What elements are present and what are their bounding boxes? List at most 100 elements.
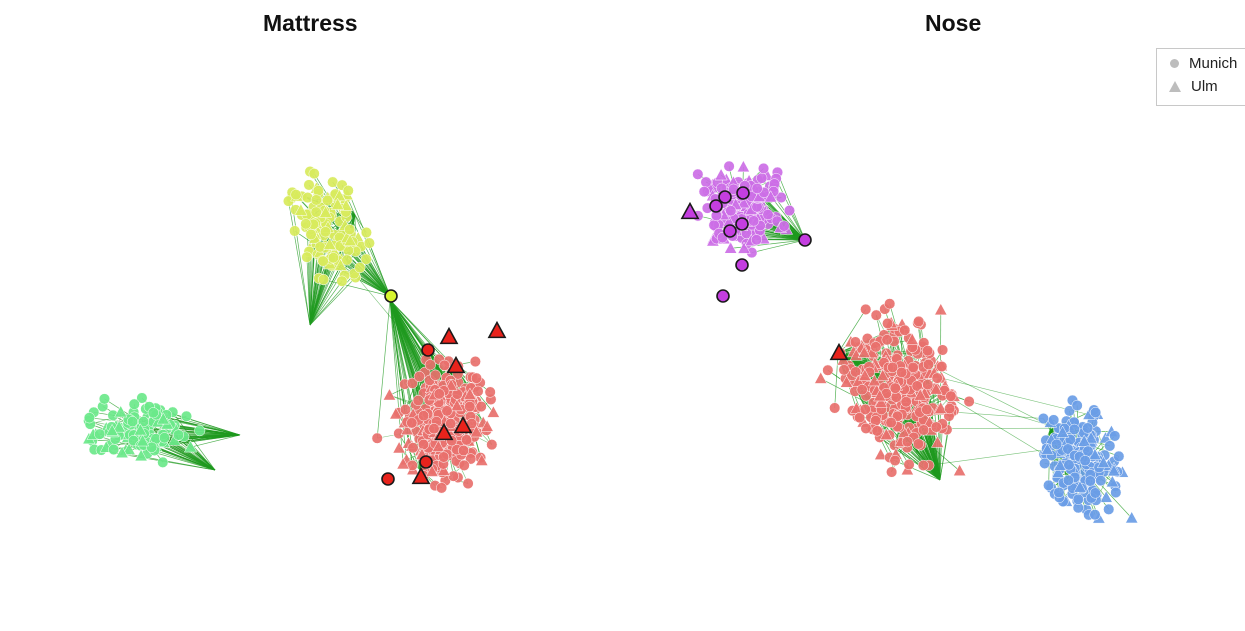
network-node bbox=[1053, 486, 1065, 499]
network-node bbox=[147, 407, 159, 419]
network-node bbox=[360, 226, 372, 239]
network-node bbox=[871, 425, 883, 437]
network-node bbox=[146, 441, 158, 453]
network-node bbox=[289, 225, 301, 237]
network-node bbox=[881, 334, 893, 346]
network-node bbox=[934, 303, 948, 316]
network-node bbox=[854, 412, 866, 424]
network-node bbox=[157, 456, 169, 468]
highlighted-node bbox=[421, 343, 435, 357]
network-node bbox=[930, 435, 945, 448]
network-node bbox=[112, 420, 126, 433]
network-node bbox=[1062, 443, 1074, 455]
network-node bbox=[737, 196, 751, 209]
network-node bbox=[399, 404, 412, 416]
highlighted-node bbox=[735, 258, 749, 272]
network-node bbox=[931, 372, 943, 384]
legend-item-munich: Munich bbox=[1169, 55, 1237, 72]
highlighted-node bbox=[411, 466, 431, 485]
network-edge bbox=[941, 377, 1090, 415]
network-node bbox=[899, 324, 911, 336]
highlighted-node bbox=[735, 217, 749, 231]
network-node bbox=[698, 186, 710, 198]
network-node bbox=[472, 385, 484, 397]
network-node bbox=[900, 396, 912, 408]
network-edge bbox=[389, 299, 414, 415]
network-node bbox=[133, 423, 147, 436]
highlighted-node bbox=[419, 455, 433, 469]
network-node bbox=[860, 303, 872, 315]
network-node bbox=[400, 422, 414, 436]
network-node bbox=[392, 441, 406, 454]
network-node bbox=[134, 448, 148, 462]
network-node bbox=[406, 377, 418, 389]
network-node bbox=[194, 425, 206, 437]
network-node bbox=[748, 215, 760, 227]
network-node bbox=[921, 404, 933, 416]
network-node bbox=[1079, 455, 1091, 467]
network-node bbox=[433, 388, 445, 400]
network-node bbox=[922, 358, 935, 370]
network-node bbox=[336, 275, 348, 287]
network-node bbox=[437, 463, 451, 476]
network-node bbox=[457, 444, 470, 457]
network-node bbox=[475, 453, 489, 466]
network-node bbox=[417, 438, 430, 451]
network-node bbox=[396, 457, 410, 470]
network-node bbox=[1104, 440, 1116, 452]
network-node bbox=[913, 388, 927, 401]
panel-title-nose: Nose bbox=[925, 10, 982, 36]
network-node bbox=[344, 224, 356, 236]
network-node bbox=[1063, 405, 1076, 417]
network-node bbox=[445, 418, 457, 430]
network-node bbox=[480, 419, 494, 432]
network-node bbox=[905, 332, 919, 345]
network-node bbox=[180, 410, 193, 422]
network-node bbox=[896, 366, 908, 378]
network-node bbox=[1082, 422, 1094, 434]
triangle-icon bbox=[1169, 81, 1181, 92]
network-node bbox=[850, 366, 862, 378]
network-edge bbox=[834, 352, 839, 408]
network-node bbox=[1043, 479, 1055, 491]
network-node bbox=[317, 255, 329, 267]
network-edge bbox=[309, 261, 324, 326]
network-node bbox=[1113, 450, 1125, 462]
network-edge bbox=[190, 434, 241, 448]
network-node bbox=[319, 205, 333, 218]
network-node bbox=[308, 168, 320, 180]
network-node bbox=[323, 237, 337, 250]
network-node bbox=[922, 379, 934, 391]
network-node bbox=[1063, 459, 1075, 471]
panel-title-mattress: Mattress bbox=[263, 10, 358, 36]
network-node bbox=[736, 159, 750, 173]
highlighted-node bbox=[381, 472, 395, 486]
network-node bbox=[937, 344, 949, 356]
network-node bbox=[290, 189, 302, 201]
network-node bbox=[886, 466, 898, 478]
highlighted-node bbox=[798, 233, 812, 247]
network-node bbox=[319, 226, 331, 238]
network-node bbox=[1048, 414, 1060, 426]
network-edge bbox=[770, 196, 806, 241]
network-node bbox=[936, 360, 948, 373]
network-node bbox=[913, 315, 925, 328]
network-node bbox=[858, 368, 872, 381]
network-node bbox=[461, 434, 473, 446]
network-node bbox=[934, 401, 948, 414]
network-node bbox=[758, 162, 770, 174]
network-edge bbox=[140, 429, 241, 436]
network-node bbox=[447, 470, 460, 482]
highlighted-node bbox=[736, 186, 750, 200]
circle-icon bbox=[1170, 59, 1179, 68]
network-node bbox=[778, 220, 790, 232]
network-node bbox=[441, 405, 453, 417]
highlighted-node bbox=[453, 415, 473, 434]
highlighted-node bbox=[434, 422, 454, 441]
network-node bbox=[922, 345, 934, 357]
network-node bbox=[389, 407, 403, 420]
network-node bbox=[870, 341, 882, 353]
network-node bbox=[930, 421, 942, 433]
network-node bbox=[1090, 406, 1102, 419]
network-node bbox=[114, 405, 128, 418]
